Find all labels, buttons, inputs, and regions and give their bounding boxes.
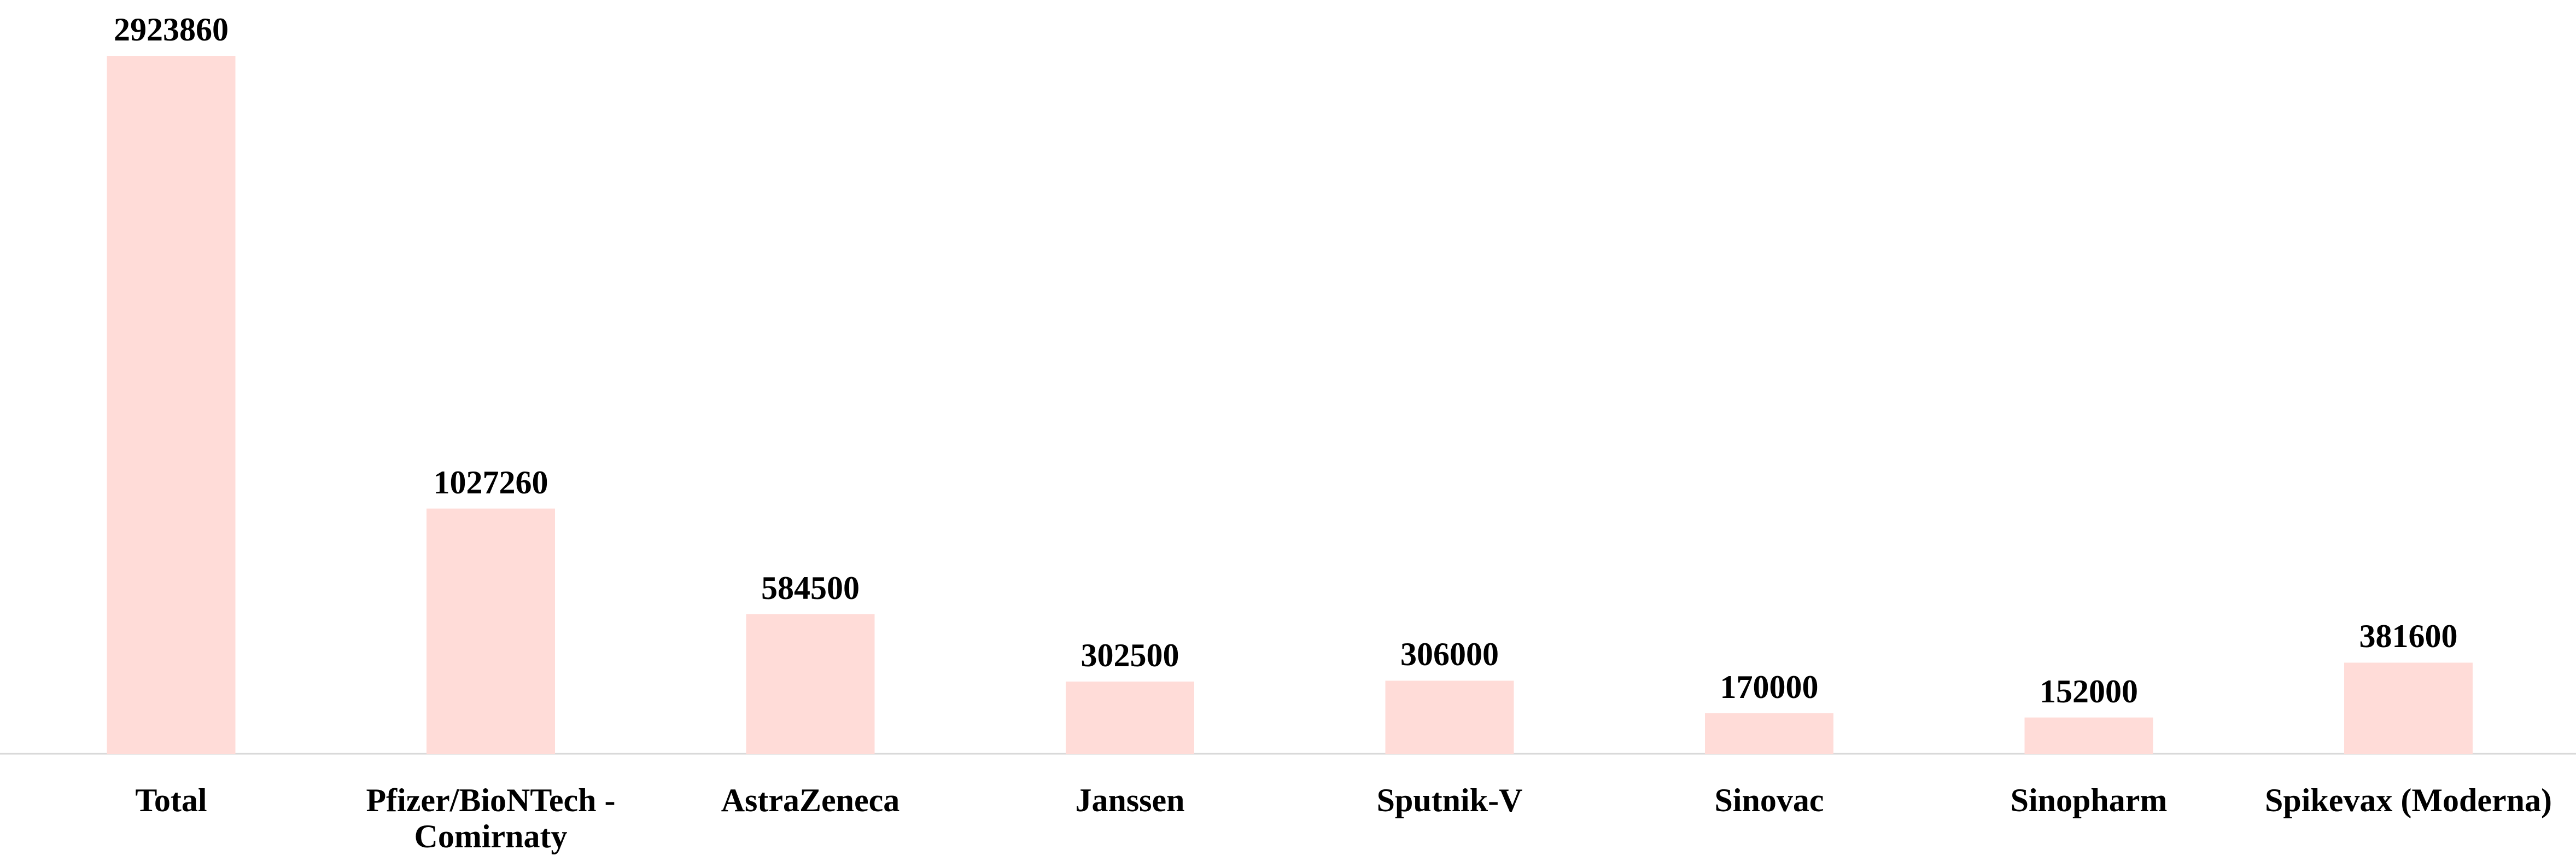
value-label: 1027260: [433, 464, 548, 501]
x-tick-label: Janssen: [1075, 782, 1185, 818]
value-label: 152000: [2040, 673, 2138, 709]
x-tick-label: Total: [135, 782, 207, 818]
x-tick-label: Spikevax (Moderna): [2265, 782, 2552, 818]
bar: [427, 508, 555, 754]
bar: [746, 614, 875, 754]
bar: [1066, 681, 1194, 754]
bar: [1385, 680, 1514, 754]
x-tick-label: Pfizer/BioNTech - Comirnaty: [366, 782, 616, 854]
value-label: 2923860: [114, 11, 229, 48]
bar: [2024, 717, 2153, 754]
bar: [1705, 713, 1833, 754]
x-tick-label: Sinopharm: [2010, 782, 2168, 818]
bar: [107, 56, 236, 754]
value-label: 302500: [1080, 637, 1179, 673]
x-tick-label: AstraZeneca: [721, 782, 900, 818]
x-tick-label: Sputnik-V: [1376, 782, 1523, 818]
value-label: 584500: [761, 569, 860, 606]
x-tick-label: Sinovac: [1714, 782, 1824, 818]
bar: [2344, 662, 2473, 754]
value-label: 306000: [1400, 636, 1499, 673]
value-label: 381600: [2359, 618, 2458, 655]
value-label: 170000: [1720, 668, 1819, 705]
